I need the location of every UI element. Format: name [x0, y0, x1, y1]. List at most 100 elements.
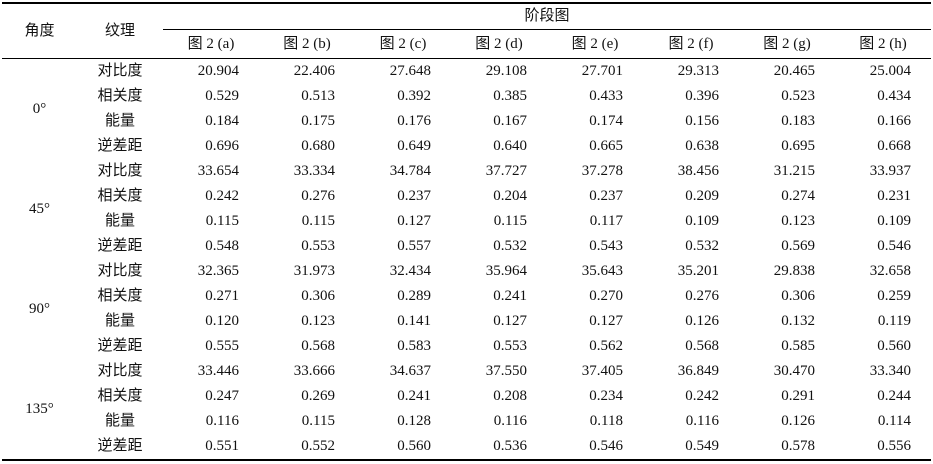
- image-column-header: 图 2 (a): [163, 29, 259, 59]
- value-cell: 0.115: [301, 213, 335, 230]
- value-cell: 0.553: [301, 238, 335, 255]
- value-cell: 20.904: [197, 63, 239, 80]
- value-cell: 35.964: [485, 263, 527, 280]
- value-cell: 0.555: [205, 338, 239, 355]
- value-cell: 0.546: [877, 238, 912, 255]
- value-cell: 0.247: [205, 388, 239, 405]
- value-cell: 32.365: [197, 263, 239, 280]
- table-row: 能量 0.116 0.115 0.128 0.116 0.118 0.116 0.126 0.1…: [2, 409, 931, 434]
- metric-label: 能量: [104, 313, 135, 330]
- value-cell: 0.433: [589, 88, 623, 105]
- value-cell: 0.176: [397, 113, 431, 130]
- value-cell: 0.695: [781, 138, 815, 155]
- table-row: 逆差距 0.551 0.552 0.560 0.536 0.546 0.549 0.578 0.…: [2, 434, 931, 460]
- value-cell: 0.127: [397, 213, 431, 230]
- value-cell: 0.184: [205, 113, 239, 130]
- value-cell: 0.128: [397, 413, 431, 430]
- value-cell: 0.578: [781, 438, 815, 455]
- value-cell: 0.289: [397, 288, 431, 305]
- header-row-group: 角度 纹理 阶段图: [2, 3, 932, 59]
- angle-cell: 45°: [29, 200, 50, 217]
- table-row: 相关度 0.242 0.276 0.237 0.204 0.237 0.209 0.274 0.…: [2, 184, 931, 209]
- metric-label: 相关度: [97, 88, 143, 105]
- metric-label: 逆差距: [97, 238, 143, 255]
- value-cell: 34.784: [389, 163, 431, 180]
- value-cell: 0.306: [301, 288, 335, 305]
- angle-cell: 135°: [25, 400, 54, 417]
- value-cell: 0.126: [685, 313, 719, 330]
- value-cell: 0.234: [589, 388, 623, 405]
- table-row: 135° 对比度 33.446 33.666 34.637 37.550 37.405 36.…: [2, 359, 931, 417]
- value-cell: 0.392: [397, 88, 431, 105]
- value-cell: 37.550: [485, 363, 527, 380]
- value-cell: 33.334: [293, 163, 335, 180]
- value-cell: 0.291: [781, 388, 815, 405]
- image-column-header: 图 2 (f): [643, 29, 739, 59]
- metric-label: 逆差距: [97, 138, 143, 155]
- image-column-header: 图 2 (e): [547, 29, 643, 59]
- value-cell: 0.556: [877, 438, 912, 455]
- metric-label: 逆差距: [97, 338, 143, 355]
- value-cell: 33.446: [197, 363, 239, 380]
- value-cell: 0.167: [493, 113, 527, 130]
- value-cell: 31.215: [773, 163, 815, 180]
- value-cell: 25.004: [869, 63, 912, 80]
- image-column-header: 图 2 (h): [835, 29, 932, 59]
- table-row: 能量 0.184 0.175 0.176 0.167 0.174 0.156 0.183 0.1…: [2, 109, 931, 134]
- value-cell: 0.132: [781, 313, 815, 330]
- value-cell: 0.118: [589, 413, 623, 430]
- value-cell: 0.183: [781, 113, 815, 130]
- value-cell: 0.237: [397, 188, 431, 205]
- value-cell: 0.562: [589, 338, 623, 355]
- value-cell: 0.126: [781, 413, 815, 430]
- image-column-header: 图 2 (b): [259, 29, 355, 59]
- value-cell: 0.116: [205, 413, 239, 430]
- value-cell: 0.276: [301, 188, 335, 205]
- value-cell: 38.456: [677, 163, 719, 180]
- table-row: 45° 对比度 33.654 33.334 34.784 37.727 37.278 38.4…: [2, 159, 931, 217]
- value-cell: 0.665: [589, 138, 623, 155]
- value-cell: 0.585: [781, 338, 815, 355]
- value-cell: 0.568: [685, 338, 719, 355]
- value-cell: 0.532: [685, 238, 719, 255]
- value-cell: 33.666: [293, 363, 335, 380]
- value-cell: 37.405: [581, 363, 623, 380]
- value-cell: 0.109: [877, 213, 912, 230]
- value-cell: 0.532: [493, 238, 527, 255]
- image-column-header: 图 2 (d): [451, 29, 547, 59]
- value-cell: 0.396: [685, 88, 719, 105]
- value-cell: 0.306: [781, 288, 815, 305]
- value-cell: 0.551: [205, 438, 239, 455]
- stage-image-group-header: 阶段图: [163, 3, 932, 30]
- value-cell: 0.115: [493, 213, 527, 230]
- value-cell: 0.242: [205, 188, 239, 205]
- value-cell: 0.241: [397, 388, 431, 405]
- value-cell: 0.109: [685, 213, 719, 230]
- value-cell: 20.465: [773, 63, 815, 80]
- value-cell: 0.552: [301, 438, 335, 455]
- table-body: 0° 对比度 20.904 22.406 27.648 29.108 27.701 29.31…: [2, 59, 931, 461]
- value-cell: 0.513: [301, 88, 335, 105]
- metric-label: 相关度: [97, 188, 143, 205]
- value-cell: 0.156: [685, 113, 719, 130]
- value-cell: 0.117: [589, 213, 623, 230]
- value-cell: 0.274: [781, 188, 815, 205]
- value-cell: 0.640: [493, 138, 527, 155]
- table-row: 相关度 0.529 0.513 0.392 0.385 0.433 0.396 0.523 0.…: [2, 84, 931, 109]
- value-cell: 0.209: [685, 188, 719, 205]
- value-cell: 0.127: [589, 313, 623, 330]
- value-cell: 0.123: [301, 313, 335, 330]
- value-cell: 0.549: [685, 438, 719, 455]
- metric-label: 相关度: [97, 288, 143, 305]
- value-cell: 27.701: [581, 63, 623, 80]
- value-cell: 0.166: [877, 113, 912, 130]
- value-cell: 35.201: [677, 263, 719, 280]
- value-cell: 0.237: [589, 188, 623, 205]
- value-cell: 0.529: [205, 88, 239, 105]
- value-cell: 0.116: [685, 413, 719, 430]
- table-row: 相关度 0.247 0.269 0.241 0.208 0.234 0.242 0.291 0.…: [2, 384, 931, 409]
- value-cell: 0.175: [301, 113, 335, 130]
- value-cell: 35.643: [581, 263, 623, 280]
- image-column-header: 图 2 (c): [355, 29, 451, 59]
- value-cell: 0.553: [493, 338, 527, 355]
